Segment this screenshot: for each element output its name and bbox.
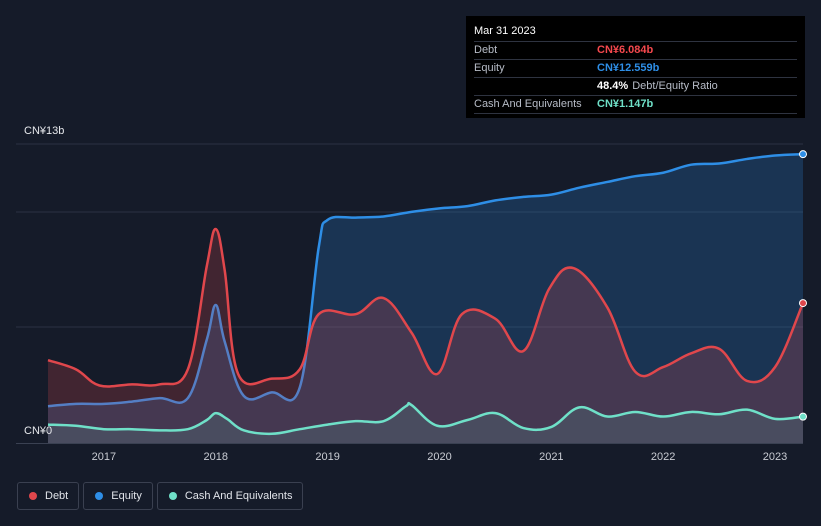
line-cash-and-equivalents <box>47 401 804 436</box>
area-equity <box>48 154 803 443</box>
tooltip-date: Mar 31 2023 <box>474 25 536 37</box>
x-tick-label: 2023 <box>762 451 788 463</box>
legend-dot-icon <box>95 492 104 500</box>
tooltip-value: CN¥6.084b <box>597 44 654 56</box>
x-tick-label: 2021 <box>539 451 564 463</box>
area-debt <box>48 229 803 443</box>
area-cash-and-equivalents <box>48 403 803 443</box>
legend-item-debt[interactable]: Debt <box>17 482 80 510</box>
tooltip-label: Cash And Equivalents <box>474 98 582 110</box>
endpoint-equity <box>799 150 807 159</box>
legend-label: Cash And Equivalents <box>184 490 293 502</box>
x-tick-label: 2022 <box>650 451 676 463</box>
x-tick-label: 2017 <box>91 451 117 463</box>
tooltip-row-ratio: 48.4% Debt/Equity Ratio <box>474 77 797 95</box>
legend-label: Equity <box>111 490 142 502</box>
legend-item-equity[interactable]: Equity <box>83 482 153 510</box>
legend: Debt Equity Cash And Equivalents <box>17 482 304 510</box>
x-tick-label: 2020 <box>427 451 452 463</box>
tooltip-value: 48.4% <box>597 80 629 92</box>
legend-item-cash[interactable]: Cash And Equivalents <box>156 482 304 510</box>
y-axis-bottom-label: CN¥0 <box>24 425 53 437</box>
tooltip-label: Equity <box>474 62 505 74</box>
endpoint-cash-and-equivalents <box>799 412 807 421</box>
tooltip-row-cash: Cash And Equivalents CN¥1.147b <box>474 95 797 114</box>
tooltip-row-debt: Debt CN¥6.084b <box>474 41 797 59</box>
tooltip-label: Debt <box>474 44 498 56</box>
tooltip-subtext: Debt/Equity Ratio <box>632 80 718 92</box>
tooltip-value: CN¥1.147b <box>597 98 654 110</box>
tooltip-value: CN¥12.559b <box>597 62 660 74</box>
legend-dot-icon <box>168 492 177 500</box>
y-axis-top-label: CN¥13b <box>24 125 65 137</box>
data-tooltip: Mar 31 2023 Debt CN¥6.084b Equity CN¥12.… <box>466 16 805 118</box>
line-equity <box>47 152 804 408</box>
endpoint-debt <box>799 299 807 308</box>
tooltip-row-equity: Equity CN¥12.559b <box>474 59 797 77</box>
x-tick-label: 2019 <box>315 451 340 463</box>
x-tick-label: 2018 <box>203 451 228 463</box>
line-debt <box>47 227 805 388</box>
tooltip-label <box>474 78 597 95</box>
legend-dot-icon <box>29 492 37 500</box>
legend-label: Debt <box>45 490 69 502</box>
